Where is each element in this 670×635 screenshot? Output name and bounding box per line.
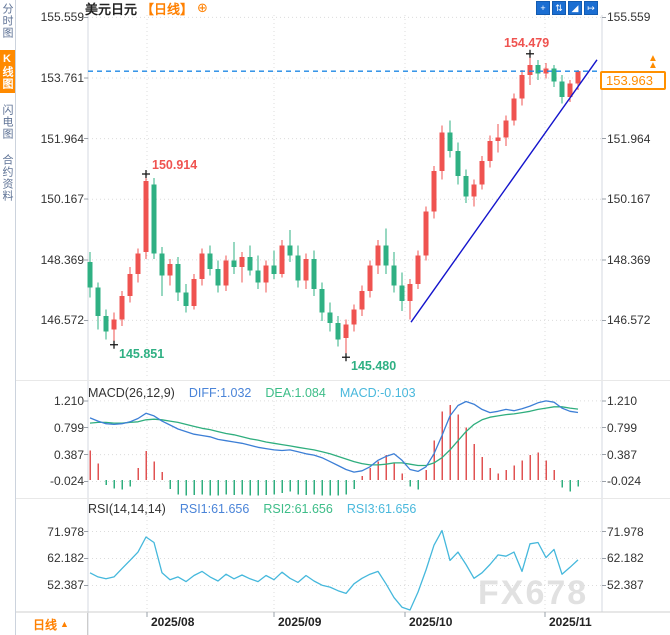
symbol-title: 美元日元 — [85, 1, 138, 17]
sidebar-item-lightning-chart[interactable]: 闪电图 — [1, 104, 13, 140]
macd-diff-value: DIFF:1.032 — [188, 386, 252, 400]
macd-dea-line — [89, 406, 579, 467]
chart-title-bar: 美元日元 【日线】 ⊕ — [85, 0, 208, 17]
price-up-arrow-icon: ▲ ▲ — [648, 53, 658, 71]
auto-scale-icon[interactable]: ◢ — [568, 1, 582, 15]
price-marker-crosses — [110, 49, 534, 362]
add-indicator-icon[interactable]: ⊕ — [197, 0, 208, 15]
last-price-value: 153.963 — [606, 73, 653, 88]
last-price-tag: 153.963 — [600, 71, 666, 90]
period-selector[interactable]: 日线 ▲ — [15, 613, 88, 635]
rsi-header: RSI(14,14,14) RSI1:61.656 RSI2:61.656 RS… — [88, 502, 416, 516]
trend-line[interactable] — [410, 59, 598, 323]
sidebar-item-time-chart[interactable]: 分时图 — [1, 3, 13, 39]
macd-histogram — [89, 404, 579, 496]
macd-header: MACD(26,12,9) DIFF:1.032 DEA:1.084 MACD:… — [88, 386, 416, 400]
period-tag: 【日线】 — [141, 1, 194, 17]
gridlines — [88, 15, 602, 612]
left-nav-sidebar: 分时图 K线图闪电图合约资料 — [0, 0, 16, 635]
crosshair-icon[interactable]: + — [536, 1, 550, 15]
sidebar-item-contract-info[interactable]: 合约资料 — [1, 154, 13, 202]
axis-range-icon[interactable]: ⇅ — [552, 1, 566, 15]
rsi2-value: RSI2:61.656 — [263, 502, 333, 516]
rsi1-value: RSI1:61.656 — [179, 502, 250, 516]
candlestick-series — [87, 53, 581, 358]
rsi-title: RSI(14,14,14) — [88, 502, 166, 516]
rsi-line — [89, 529, 579, 611]
rsi3-value: RSI3:61.656 — [346, 502, 417, 516]
macd-title: MACD(26,12,9) — [88, 386, 175, 400]
macd-diff-line — [89, 400, 579, 473]
sidebar-item-kline-chart[interactable]: K线图 — [0, 50, 15, 93]
macd-macd-value: MACD:-0.103 — [339, 386, 416, 400]
period-selector-label: 日线 — [33, 617, 58, 632]
period-selector-arrow-icon: ▲ — [60, 619, 69, 629]
export-icon[interactable]: ↦ — [584, 1, 598, 15]
chart-toolbar: + ⇅ ◢ ↦ — [536, 1, 598, 15]
macd-dea-value: DEA:1.084 — [265, 386, 326, 400]
watermark: FX678 — [478, 574, 589, 612]
panel-borders — [15, 15, 670, 635]
